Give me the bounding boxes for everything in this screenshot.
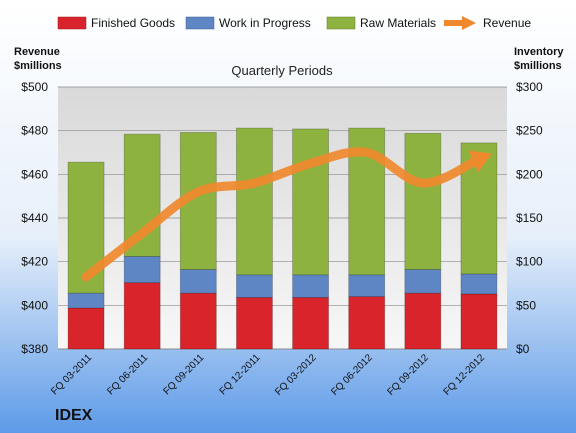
bar-segment-work-in-progress bbox=[236, 274, 273, 298]
legend: Finished Goods Work in Progress Raw Mate… bbox=[57, 16, 531, 30]
right-tick-label: $250 bbox=[516, 124, 543, 138]
bar-segment-finished-goods bbox=[179, 292, 217, 350]
left-axis-ticks: $380 $400 $420 $440 $460 $480 $500 bbox=[21, 80, 48, 356]
legend-label-raw-materials: Raw Materials bbox=[360, 16, 436, 30]
bar-segment-work-in-progress bbox=[348, 274, 386, 297]
legend-label-work-in-progress: Work in Progress bbox=[219, 16, 311, 30]
revenue-arrow-head bbox=[468, 150, 492, 173]
legend-swatch-work-in-progress bbox=[185, 16, 215, 30]
bar-segment-raw-materials bbox=[404, 132, 442, 270]
legend-label-revenue: Revenue bbox=[483, 16, 531, 30]
company-name: IDEX bbox=[55, 407, 93, 424]
bar-segment-finished-goods bbox=[404, 292, 442, 350]
bar-segment-finished-goods bbox=[460, 293, 498, 350]
bar-segment-work-in-progress bbox=[460, 273, 498, 295]
legend-label-finished-goods: Finished Goods bbox=[91, 16, 175, 30]
left-tick-label: $480 bbox=[21, 124, 48, 138]
left-tick-label: $400 bbox=[21, 298, 48, 312]
bar-segment-finished-goods bbox=[67, 307, 105, 350]
bar-segment-raw-materials bbox=[292, 128, 329, 276]
bar-segment-work-in-progress bbox=[292, 274, 329, 298]
left-tick-label: $500 bbox=[21, 80, 48, 94]
bar-segment-raw-materials bbox=[236, 127, 273, 276]
bars bbox=[67, 127, 498, 350]
legend-swatch-finished-goods bbox=[57, 16, 87, 30]
revenue-line-group bbox=[81, 147, 492, 282]
bar-segment-finished-goods bbox=[292, 297, 329, 350]
left-tick-label: $380 bbox=[21, 342, 48, 356]
left-tick-label: $440 bbox=[21, 211, 48, 225]
bar-segment-work-in-progress bbox=[123, 256, 161, 284]
left-tick-label: $460 bbox=[21, 167, 48, 181]
right-tick-label: $100 bbox=[516, 255, 543, 269]
right-tick-label: $200 bbox=[516, 167, 543, 181]
right-axis-title-line1: Inventory bbox=[514, 46, 564, 58]
revenue-line bbox=[81, 147, 484, 282]
right-axis-title-line2: $millions bbox=[514, 60, 562, 72]
right-tick-label: $0 bbox=[516, 342, 530, 356]
bar-segment-finished-goods bbox=[348, 296, 386, 350]
bar-segment-finished-goods bbox=[123, 282, 161, 350]
legend-swatch-raw-materials bbox=[326, 16, 356, 30]
left-axis-title-line1: Revenue bbox=[14, 46, 60, 58]
legend-arrow-head-revenue bbox=[462, 16, 476, 30]
right-tick-label: $150 bbox=[516, 211, 543, 225]
left-tick-label: $420 bbox=[21, 255, 48, 269]
chart-subtitle: Quarterly Periods bbox=[231, 63, 333, 78]
right-tick-label: $300 bbox=[516, 80, 543, 94]
bar-segment-work-in-progress bbox=[404, 269, 442, 294]
bar-segment-finished-goods bbox=[236, 297, 273, 350]
bar-segment-work-in-progress bbox=[179, 269, 217, 294]
left-axis-title-line2: $millions bbox=[14, 60, 62, 72]
bar-segment-work-in-progress bbox=[67, 292, 105, 309]
right-axis-ticks: $0 $50 $100 $150 $200 $250 $300 bbox=[516, 80, 543, 356]
right-tick-label: $50 bbox=[516, 298, 536, 312]
